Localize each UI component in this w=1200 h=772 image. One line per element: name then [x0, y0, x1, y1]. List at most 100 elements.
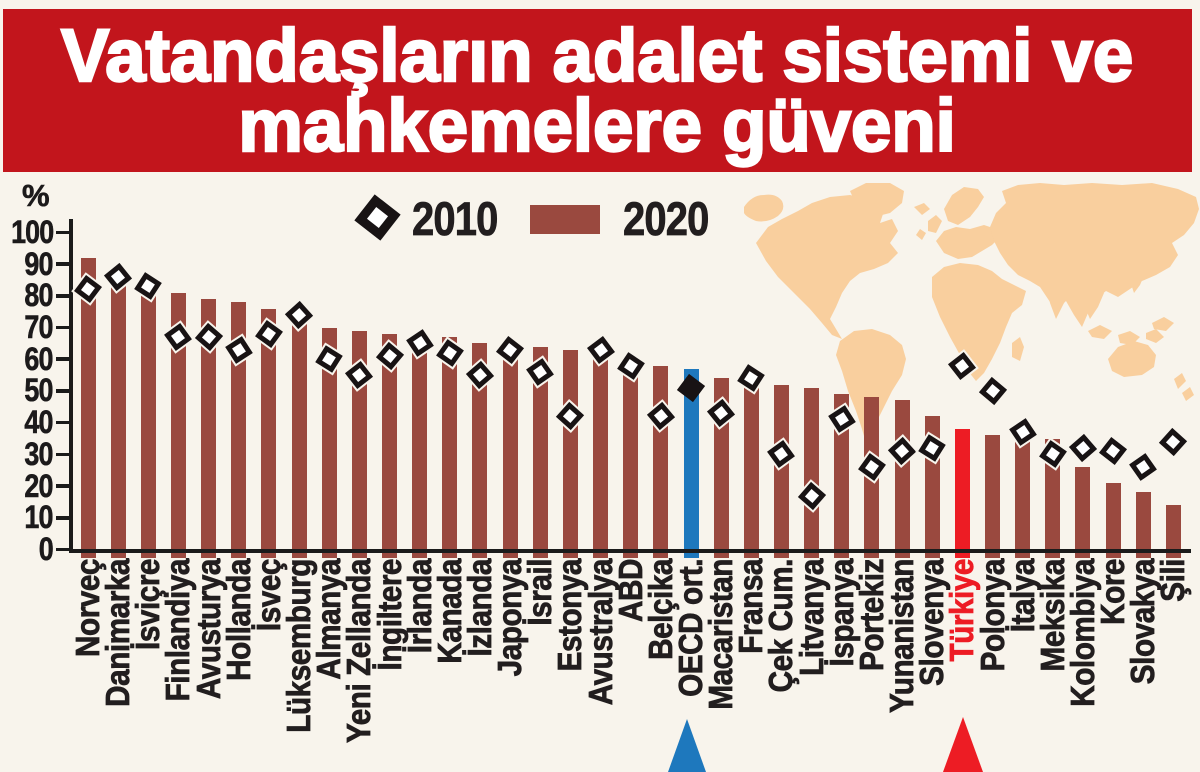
- y-tick-90: [56, 262, 70, 266]
- bar-2020-İzlanda: [472, 343, 488, 558]
- diamond-2010-Finlandiya: [164, 323, 193, 351]
- bar-2020-Almanya: [321, 327, 337, 558]
- x-label-Çek Cum.: Çek Cum.: [762, 559, 800, 693]
- bar-2020-OECD ort.: [683, 368, 699, 558]
- legend-2020-swatch: [530, 205, 600, 234]
- diamond-2010-İzlanda: [465, 360, 495, 390]
- x-label-Litvanya: Litvanya: [792, 559, 830, 677]
- bar-2020-Fransa: [743, 384, 759, 558]
- bar-2020-Türkiye: [954, 429, 970, 558]
- bar-2020-İsveç: [261, 308, 277, 558]
- x-label-Lüksemburg: Lüksemburg: [280, 559, 318, 734]
- diamond-2010-İngiltere: [375, 341, 404, 371]
- x-label-Danimarka: Danimarka: [99, 559, 137, 708]
- turkiye-pointer-arrow: [943, 717, 983, 772]
- diamond-2010-İsrail: [526, 357, 555, 386]
- diamond-2010-İrlanda: [405, 329, 434, 358]
- y-tick-label-60: 60: [24, 340, 55, 377]
- x-axis-line: [69, 548, 1191, 553]
- bar-2020-Kore: [1105, 482, 1121, 558]
- y-tick-80: [56, 294, 70, 298]
- bar-2020-Estonya: [562, 349, 578, 558]
- y-tick-label-30: 30: [24, 435, 55, 472]
- bar-2020-Danimarka: [110, 283, 126, 558]
- diamond-2010-Kanada: [435, 338, 464, 367]
- y-tick-60: [56, 357, 70, 361]
- y-tick-70: [56, 325, 70, 330]
- x-label-İsrail: İsrail: [521, 559, 559, 626]
- y-tick-label-50: 50: [24, 372, 55, 409]
- diamond-2010-Litvanya: [797, 481, 826, 510]
- y-tick-30: [56, 452, 70, 457]
- diamond-2010-İsveç: [254, 319, 283, 348]
- bar-2020-İsviçre: [140, 292, 156, 558]
- bar-2020-İrlanda: [412, 337, 428, 558]
- x-label-Kolombiya: Kolombiya: [1063, 559, 1102, 708]
- x-label-Kanada: Kanada: [430, 559, 468, 664]
- x-label-İsveç: İsveç: [249, 559, 288, 632]
- y-tick-label-80: 80: [24, 277, 55, 314]
- x-label-Avusturya: Avusturya: [189, 559, 227, 700]
- y-tick-label-100: 100: [10, 213, 54, 250]
- bar-2020-Norveç: [80, 257, 96, 558]
- diamond-2010-Lüksemburg: [284, 300, 314, 329]
- x-label-Meksika: Meksika: [1033, 559, 1071, 672]
- x-label-İsviçre: İsviçre: [129, 559, 167, 651]
- y-tick-label-0: 0: [38, 531, 54, 567]
- x-label-Norveç: Norveç: [69, 559, 107, 658]
- x-label-Belçika: Belçika: [641, 559, 679, 661]
- diamond-2010-Avustralya: [586, 335, 615, 364]
- x-label-İzlanda: İzlanda: [460, 559, 499, 657]
- y-tick-label-10: 10: [24, 499, 55, 536]
- x-label-Yunanistan: Yunanistan: [883, 559, 921, 714]
- legend-2010-diamond-icon: [354, 194, 401, 241]
- x-label-İrlanda: İrlanda: [400, 559, 438, 654]
- y-tick-40: [56, 420, 70, 425]
- title-line-2: mahkemelere güveni: [238, 83, 958, 167]
- y-tick-10: [56, 516, 70, 520]
- x-label-Slovenya: Slovenya: [913, 559, 951, 687]
- bar-2020-Avusturya: [201, 298, 217, 558]
- x-label-İtalya: İtalya: [1003, 559, 1041, 633]
- bar-2020-Kolombiya: [1075, 467, 1091, 558]
- diamond-2010-ABD: [616, 351, 645, 380]
- bar-2020-Belçika: [653, 365, 669, 558]
- y-tick-20: [56, 484, 70, 488]
- title-banner: Vatandaşların adalet sistemi ve mahkemel…: [3, 9, 1192, 172]
- x-label-Türkiye: Türkiye: [943, 559, 981, 662]
- diamond-2010-Danimarka: [104, 262, 133, 291]
- diamond-2010-Yeni Zellanda: [345, 361, 374, 390]
- x-label-Japonya: Japonya: [491, 559, 529, 677]
- x-label-Almanya: Almanya: [310, 559, 348, 680]
- x-label-Polonya: Polonya: [973, 559, 1011, 672]
- bar-2020-İsrail: [532, 346, 548, 558]
- legend-2020-label: 2020: [623, 192, 710, 245]
- x-label-Kore: Kore: [1094, 559, 1132, 626]
- x-label-OECD ort.: OECD ort.: [672, 559, 710, 698]
- bar-2020-Hollanda: [231, 302, 247, 558]
- bar-2020-İtalya: [1015, 435, 1031, 558]
- diamond-2010-Macaristan: [707, 399, 736, 428]
- bar-2020-Meksika: [1045, 438, 1061, 558]
- diamond-2010-Estonya: [556, 402, 585, 431]
- x-label-Slovakya: Slovakya: [1124, 559, 1162, 685]
- y-tick-100: [56, 230, 70, 235]
- x-label-Şili: Şili: [1154, 559, 1192, 603]
- diamond-2010-Avusturya: [194, 322, 223, 352]
- bar-2020-Şili: [1165, 505, 1181, 558]
- diamond-2010-Belçika: [646, 402, 675, 431]
- bar-2020-İngiltere: [382, 333, 397, 558]
- y-axis-unit-label: %: [22, 178, 50, 214]
- bar-2020-Avustralya: [593, 352, 609, 558]
- y-tick-label-20: 20: [24, 467, 55, 504]
- oecd-pointer-arrow: [668, 719, 706, 772]
- bar-2020-İspanya: [834, 394, 850, 558]
- y-tick-label-90: 90: [24, 245, 55, 282]
- y-axis-line: [69, 219, 73, 553]
- x-label-Macaristan: Macaristan: [702, 559, 740, 710]
- world-map-background: [744, 183, 1199, 443]
- diamond-2010-İsviçre: [134, 272, 163, 301]
- diamond-2010-Portekiz: [857, 453, 886, 482]
- bar-2020-Çek Cum.: [773, 384, 789, 558]
- x-label-Avustralya: Avustralya: [581, 559, 619, 706]
